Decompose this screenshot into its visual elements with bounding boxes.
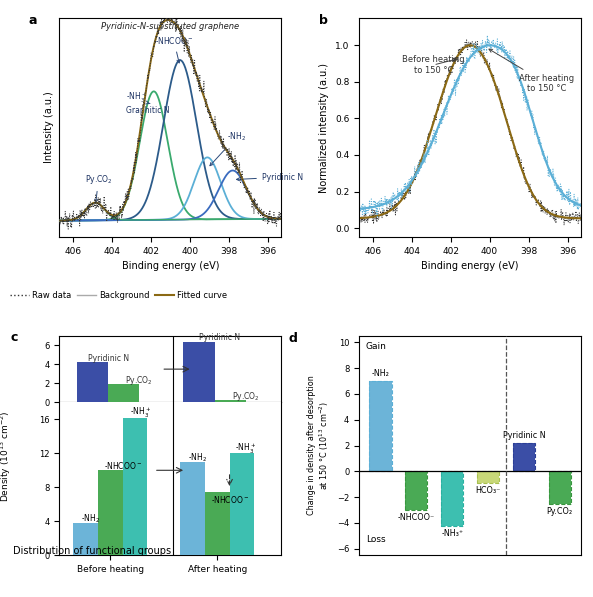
- Text: -NH$_3^+$: -NH$_3^+$: [130, 406, 151, 420]
- Text: Py.CO$_2$: Py.CO$_2$: [85, 173, 113, 202]
- Bar: [369, 381, 391, 472]
- Text: Pyridinic N: Pyridinic N: [88, 354, 129, 363]
- Bar: [76, 362, 108, 402]
- Bar: [477, 472, 499, 483]
- Text: Distribution of functional groups: Distribution of functional groups: [13, 546, 171, 556]
- Text: -NHCOO$^-$: -NHCOO$^-$: [155, 35, 193, 63]
- Text: Before heating
to 150 °C: Before heating to 150 °C: [402, 56, 464, 75]
- X-axis label: Binding energy (eV): Binding energy (eV): [422, 261, 519, 272]
- Text: -NH$_3^+$: -NH$_3^+$: [235, 442, 256, 456]
- Text: Py.CO₂: Py.CO₂: [547, 507, 573, 516]
- Text: -NH$_2$: -NH$_2$: [210, 131, 246, 166]
- Bar: [513, 443, 535, 472]
- Text: Py.CO$_2$: Py.CO$_2$: [125, 374, 153, 387]
- Text: Pyridinic N: Pyridinic N: [199, 333, 240, 342]
- Text: -NH₃⁺: -NH₃⁺: [441, 529, 463, 538]
- Text: -NHCOO$^-$: -NHCOO$^-$: [104, 460, 142, 470]
- Bar: [513, 443, 535, 472]
- Bar: [229, 453, 254, 555]
- X-axis label: Binding energy (eV): Binding energy (eV): [122, 261, 219, 272]
- Text: Py.CO$_2$: Py.CO$_2$: [232, 390, 260, 402]
- Bar: [205, 491, 229, 555]
- Text: -NHCOO⁻: -NHCOO⁻: [398, 513, 435, 522]
- Bar: [441, 472, 463, 525]
- Bar: [123, 418, 147, 555]
- Text: Pyridinic N: Pyridinic N: [237, 173, 303, 181]
- Bar: [549, 472, 570, 504]
- Text: After heating
to 150 °C: After heating to 150 °C: [489, 49, 574, 93]
- Bar: [98, 470, 123, 555]
- Bar: [108, 384, 139, 402]
- Text: Loss: Loss: [366, 536, 385, 544]
- Bar: [74, 523, 98, 555]
- Legend: Raw data, Background, Fitted curve: Raw data, Background, Fitted curve: [7, 288, 230, 303]
- Text: -NH$_2$: -NH$_2$: [81, 512, 100, 525]
- Text: -NH$_3^+$
Graphitic N: -NH$_3^+$ Graphitic N: [126, 91, 169, 115]
- Text: Density (10$^{13}$ cm$^{-2}$): Density (10$^{13}$ cm$^{-2}$): [0, 411, 13, 502]
- Bar: [180, 462, 205, 555]
- Text: d: d: [288, 331, 297, 344]
- Text: b: b: [319, 14, 328, 26]
- Text: Pyridinic-N-substituted graphene: Pyridinic-N-substituted graphene: [101, 22, 240, 31]
- Bar: [405, 472, 428, 510]
- Y-axis label: Change in density after desorption
at 150 °C (10$^{13}$ cm$^{-2}$): Change in density after desorption at 15…: [307, 376, 331, 515]
- Text: -NHCOO$^-$: -NHCOO$^-$: [211, 494, 249, 505]
- Bar: [549, 472, 570, 504]
- Text: a: a: [28, 14, 37, 26]
- Bar: [477, 472, 499, 483]
- Bar: [441, 472, 463, 525]
- Bar: [369, 381, 391, 472]
- Text: HCO₃⁻: HCO₃⁻: [476, 486, 500, 495]
- Y-axis label: Intensity (a.u.): Intensity (a.u.): [44, 92, 54, 164]
- Text: -NH₂: -NH₂: [372, 369, 390, 378]
- Y-axis label: Normalized intensity (a.u.): Normalized intensity (a.u.): [320, 63, 330, 193]
- Bar: [405, 472, 428, 510]
- Text: Gain: Gain: [366, 343, 387, 352]
- Text: -NH$_2$: -NH$_2$: [187, 451, 206, 464]
- Bar: [183, 341, 215, 402]
- Text: c: c: [11, 331, 18, 344]
- Bar: [215, 400, 246, 402]
- Text: Pyridinic N: Pyridinic N: [502, 431, 545, 440]
